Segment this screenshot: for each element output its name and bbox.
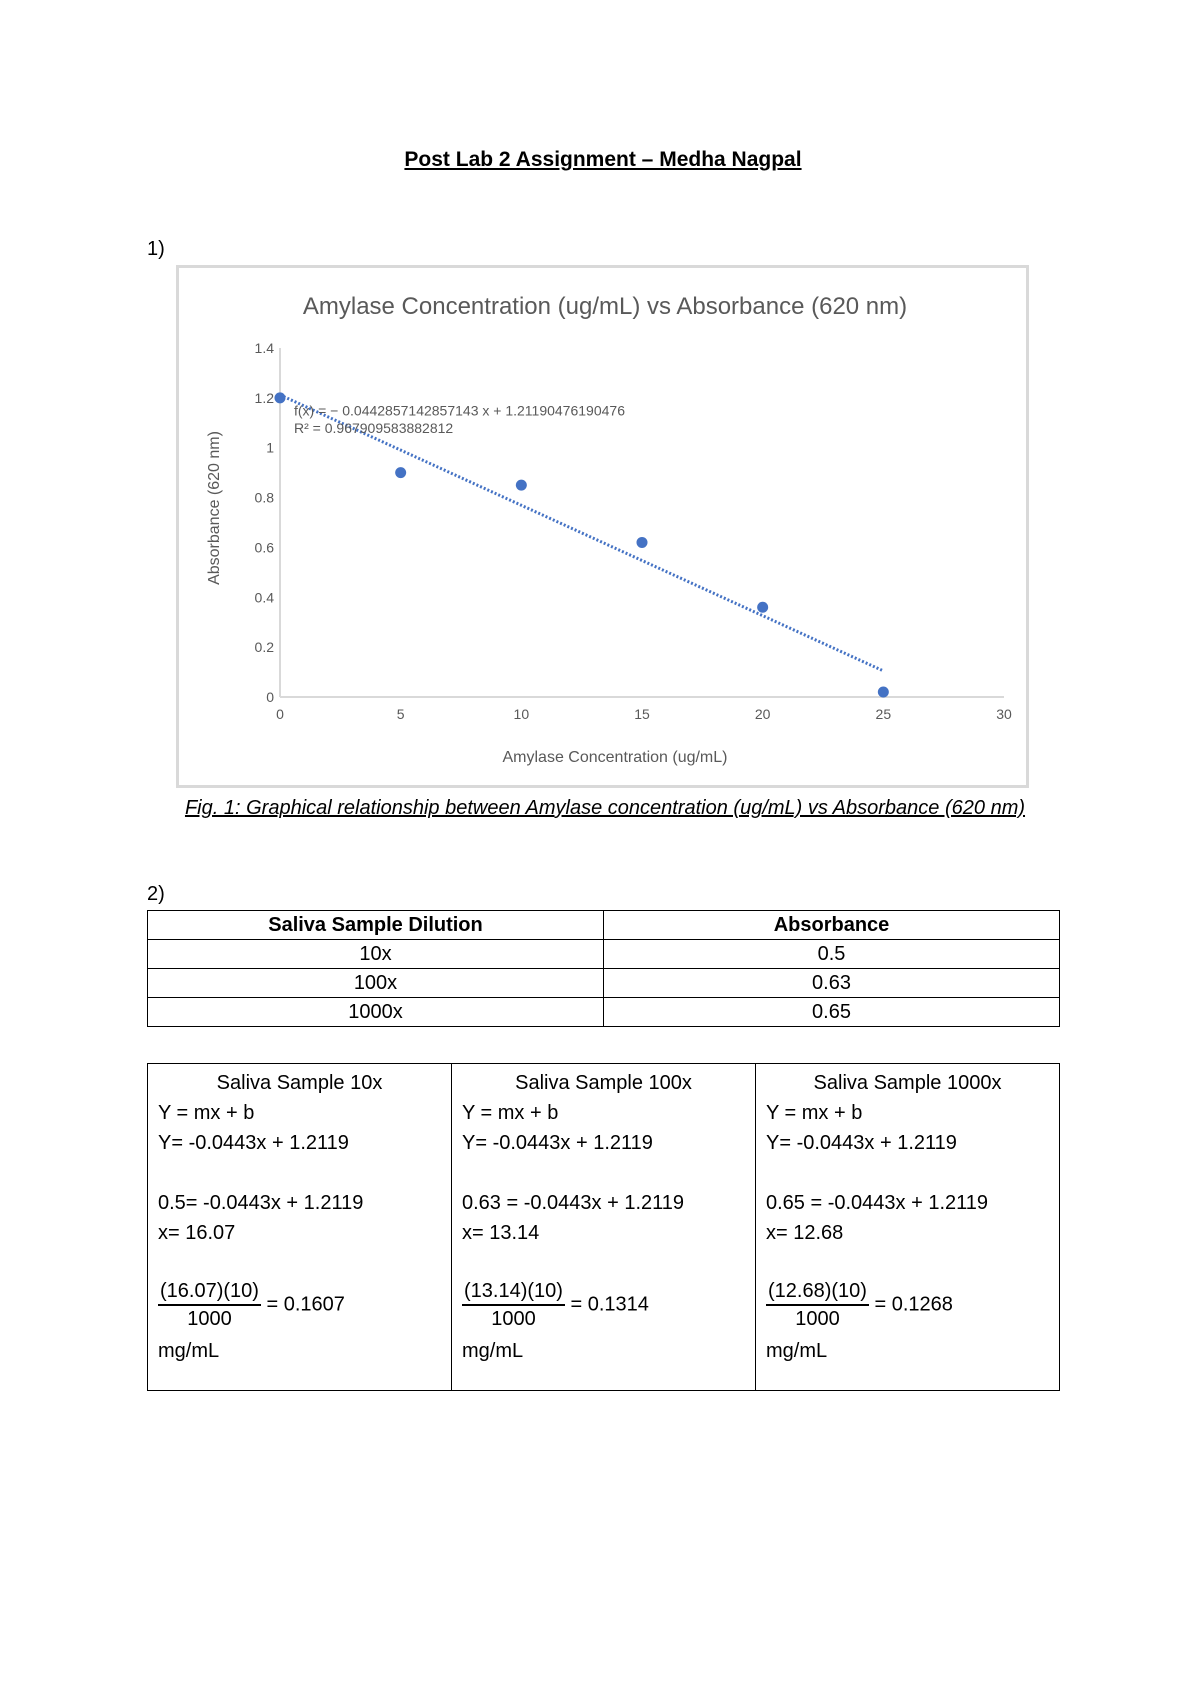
- table-row: 1000x 0.65: [147, 997, 1060, 1027]
- chart: Amylase Concentration (ug/mL) vs Absorba…: [176, 265, 1029, 788]
- solved-x: x= 13.14: [462, 1222, 540, 1244]
- x-tick-label: 10: [514, 706, 530, 722]
- unit: mg/mL: [158, 1340, 220, 1362]
- x-axis-label: Amylase Concentration (ug/mL): [503, 749, 728, 766]
- y-tick-label: 0.4: [255, 589, 275, 605]
- fraction-denominator: 1000: [187, 1308, 232, 1330]
- question-1-number: 1): [147, 238, 165, 260]
- equation-fit: Y= -0.0443x + 1.2119: [462, 1132, 653, 1154]
- calculation-cell: Saliva Sample 1000x Y = mx + b Y= -0.044…: [755, 1063, 1060, 1391]
- unit: mg/mL: [462, 1340, 524, 1362]
- header-dilution: Saliva Sample Dilution: [147, 910, 604, 940]
- equation-general: Y = mx + b: [766, 1102, 863, 1124]
- result: = 0.1607: [266, 1293, 345, 1316]
- x-tick-label: 0: [276, 706, 284, 722]
- equation-substituted: 0.63 = -0.0443x + 1.2119: [462, 1192, 685, 1214]
- equation-general: Y = mx + b: [158, 1102, 255, 1124]
- sample-title: Saliva Sample 1000x: [813, 1072, 1002, 1094]
- x-tick-label: 5: [397, 706, 405, 722]
- data-point: [395, 467, 407, 479]
- data-point: [274, 392, 286, 404]
- cell: 0.65: [603, 997, 1060, 1027]
- result: = 0.1314: [570, 1293, 649, 1316]
- sample-title: Saliva Sample 100x: [515, 1072, 692, 1094]
- cell: 10x: [147, 939, 604, 969]
- equation-substituted: 0.65 = -0.0443x + 1.2119: [766, 1192, 989, 1214]
- data-point: [757, 601, 769, 613]
- data-point: [636, 536, 648, 548]
- data-point: [515, 479, 527, 491]
- sample-title: Saliva Sample 10x: [216, 1072, 383, 1094]
- cell: 100x: [147, 968, 604, 998]
- fraction-numerator: (13.14)(10): [462, 1278, 565, 1306]
- x-tick-label: 30: [996, 706, 1012, 722]
- header-absorbance: Absorbance: [603, 910, 1060, 940]
- table-header-row: Saliva Sample Dilution Absorbance: [147, 910, 1060, 940]
- y-tick-label: 1: [266, 440, 274, 456]
- y-axis-label: Absorbance (620 nm): [206, 431, 223, 585]
- x-tick-label: 15: [634, 706, 650, 722]
- result: = 0.1268: [874, 1293, 953, 1316]
- chart-svg: Amylase Concentration (ug/mL) vs Absorba…: [206, 293, 1012, 766]
- x-tick-label: 20: [755, 706, 771, 722]
- table-row: Saliva Sample 10x Y = mx + b Y= -0.0443x…: [147, 1063, 1060, 1391]
- fraction-numerator: (16.07)(10): [158, 1278, 261, 1306]
- fraction-denominator: 1000: [491, 1308, 536, 1330]
- cell: 0.5: [603, 939, 1060, 969]
- equation-fit: Y= -0.0443x + 1.2119: [158, 1132, 349, 1154]
- trendline-equation: f(x) = − 0.0442857142857143 x + 1.211904…: [294, 402, 625, 418]
- question-2-number: 2): [147, 883, 165, 905]
- concentration-formula: (12.68)(10) 1000 = 0.1268: [766, 1278, 1049, 1336]
- y-tick-label: 0.6: [255, 539, 275, 555]
- cell: 0.63: [603, 968, 1060, 998]
- trendline-r-squared: R² = 0.967909583882812: [294, 420, 453, 436]
- x-tick-label: 25: [876, 706, 892, 722]
- table-row: 100x 0.63: [147, 968, 1060, 998]
- concentration-formula: (16.07)(10) 1000 = 0.1607: [158, 1278, 441, 1336]
- unit: mg/mL: [766, 1340, 828, 1362]
- solved-x: x= 12.68: [766, 1222, 844, 1244]
- y-tick-label: 0.8: [255, 490, 275, 506]
- concentration-formula: (13.14)(10) 1000 = 0.1314: [462, 1278, 745, 1336]
- y-tick-label: 0.2: [255, 639, 275, 655]
- figure-caption: Fig. 1: Graphical relationship between A…: [184, 797, 1026, 819]
- cell: 1000x: [147, 997, 604, 1027]
- y-tick-label: 1.2: [255, 390, 275, 406]
- data-point: [877, 686, 889, 698]
- calculation-cell: Saliva Sample 10x Y = mx + b Y= -0.0443x…: [147, 1063, 452, 1391]
- equation-substituted: 0.5= -0.0443x + 1.2119: [158, 1192, 364, 1214]
- y-tick-label: 0: [266, 689, 274, 705]
- document-title: Post Lab 2 Assignment – Medha Nagpal: [404, 148, 802, 171]
- chart-title: Amylase Concentration (ug/mL) vs Absorba…: [303, 293, 907, 320]
- fraction-numerator: (12.68)(10): [766, 1278, 869, 1306]
- fraction-denominator: 1000: [795, 1308, 840, 1330]
- table-row: 10x 0.5: [147, 939, 1060, 969]
- equation-fit: Y= -0.0443x + 1.2119: [766, 1132, 957, 1154]
- trendline: [279, 393, 884, 673]
- y-tick-label: 1.4: [255, 340, 275, 356]
- solved-x: x= 16.07: [158, 1222, 236, 1244]
- calculation-table: Saliva Sample 10x Y = mx + b Y= -0.0443x…: [147, 1063, 1060, 1391]
- absorbance-table: Saliva Sample Dilution Absorbance 10x 0.5…: [147, 910, 1060, 1027]
- equation-general: Y = mx + b: [462, 1102, 559, 1124]
- calculation-cell: Saliva Sample 100x Y = mx + b Y= -0.0443…: [451, 1063, 756, 1391]
